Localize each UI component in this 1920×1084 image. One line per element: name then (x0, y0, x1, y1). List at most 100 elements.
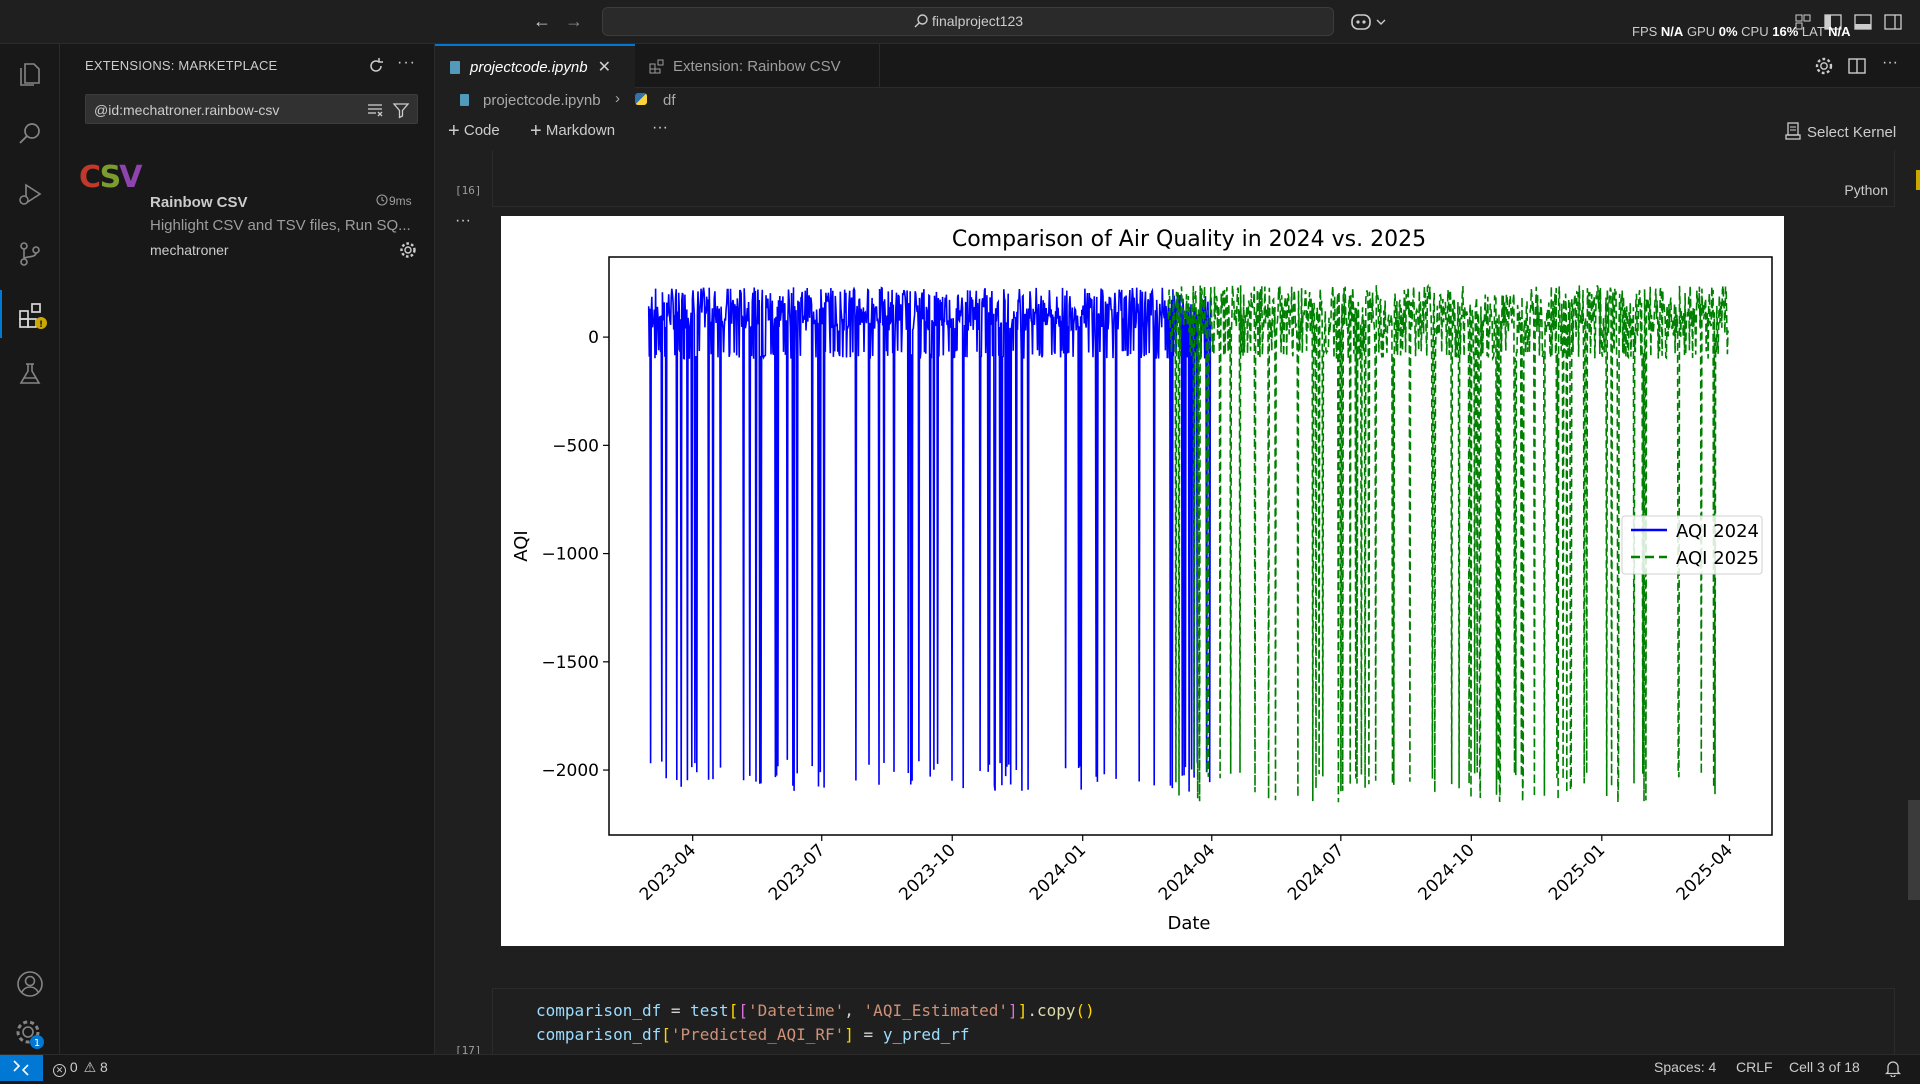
run-debug-icon[interactable] (0, 170, 60, 218)
code-cell-17[interactable]: comparison_df = test[['Datetime', 'AQI_E… (492, 988, 1895, 1054)
x-tick-label: 2023-10 (895, 840, 959, 904)
extensions-icon (649, 59, 664, 74)
x-tick-label: 2024-10 (1414, 840, 1478, 904)
tab-projectcode[interactable]: projectcode.ipynb ✕ (435, 44, 635, 88)
notifications-bell-icon[interactable] (1884, 1059, 1902, 1080)
x-tick-label: 2023-04 (636, 840, 700, 904)
series-line-0 (647, 286, 1212, 792)
sidebar-title: EXTENSIONS: MARKETPLACE (85, 58, 278, 73)
y-tick-label: −500 (552, 436, 599, 456)
select-kernel-button[interactable]: Select Kernel (1785, 122, 1896, 141)
notebook-settings-icon[interactable] (1814, 56, 1834, 79)
refresh-icon[interactable] (366, 56, 386, 76)
legend-label-2025: AQI 2025 (1676, 548, 1759, 569)
indentation-indicator[interactable]: Spaces: 4 (1654, 1059, 1717, 1075)
extensions-icon[interactable]: ! (0, 290, 60, 338)
svg-text:!: ! (39, 320, 43, 330)
output-more-icon[interactable]: ··· (455, 212, 471, 229)
accounts-icon[interactable] (0, 960, 60, 1008)
error-icon: ✕ (53, 1064, 66, 1077)
breadcrumb: projectcode.ipynb › df (435, 88, 1920, 114)
extension-description: Highlight CSV and TSV files, Run SQ... (150, 217, 411, 234)
chart-title: Comparison of Air Quality in 2024 vs. 20… (952, 227, 1426, 252)
split-editor-icon[interactable] (1847, 56, 1867, 79)
legend-label-2024: AQI 2024 (1676, 521, 1759, 542)
install-time: 9ms (375, 194, 412, 208)
breadcrumb-file[interactable]: projectcode.ipynb (483, 92, 601, 109)
search-icon[interactable] (0, 110, 60, 158)
code-cell-16[interactable]: Python (492, 150, 1895, 207)
title-bar: ← → finalproject123 FPS N/A GPU 0% CPU 1… (0, 0, 1920, 44)
manage-extension-gear-icon[interactable] (399, 241, 417, 262)
breadcrumb-symbol[interactable]: df (663, 92, 676, 109)
add-code-cell-button[interactable]: + Code (448, 120, 500, 142)
source-control-icon[interactable] (0, 230, 60, 278)
y-tick-label: −2000 (541, 761, 599, 781)
command-center-search[interactable]: finalproject123 (602, 7, 1334, 36)
workspace-name: finalproject123 (931, 13, 1024, 29)
tab-label: Extension: Rainbow CSV (673, 57, 841, 75)
problems-indicator[interactable]: ✕ 0 ⚠ 8 (53, 1059, 108, 1077)
python-icon (635, 93, 647, 105)
kernel-icon (1785, 122, 1801, 140)
notebook-file-icon (450, 60, 460, 74)
add-markdown-cell-button[interactable]: + Markdown (530, 120, 616, 142)
manage-gear-icon[interactable]: 1 (0, 1010, 60, 1058)
plus-icon: + (448, 120, 460, 142)
notebook-cells: Python [16] ··· Comparison of Air Qualit… (435, 150, 1920, 1057)
back-arrow-icon[interactable]: ← (533, 11, 551, 31)
x-tick-label: 2025-01 (1545, 840, 1609, 904)
extension-publisher: mechatroner (150, 242, 229, 258)
toggle-sidebar-icon (1824, 14, 1842, 30)
activity-bar: ! 1 (0, 44, 60, 1054)
manage-badge-count: 1 (34, 1038, 40, 1049)
copilot-icon[interactable] (1350, 11, 1390, 33)
clear-filter-icon[interactable] (366, 101, 384, 122)
code-editor[interactable]: comparison_df = test[['Datetime', 'AQI_E… (536, 999, 1095, 1047)
toggle-secondary-sidebar-icon (1884, 14, 1902, 30)
plus-icon: + (530, 120, 542, 142)
extensions-sidebar: EXTENSIONS: MARKETPLACE ··· @id:mechatro… (60, 44, 435, 1054)
toolbar-more-icon[interactable]: ··· (652, 119, 668, 136)
extension-search-input[interactable]: @id:mechatroner.rainbow-csv (85, 94, 418, 124)
explorer-icon[interactable] (0, 50, 60, 98)
search-icon (914, 14, 928, 28)
extension-name: Rainbow CSV (150, 194, 248, 211)
editor-area: projectcode.ipynb ✕ Extension: Rainbow C… (435, 44, 1920, 1057)
rainbow-csv-logo: CSV (79, 160, 142, 195)
more-actions-icon[interactable]: ··· (397, 54, 416, 71)
close-icon[interactable]: ✕ (597, 59, 611, 76)
vertical-scrollbar[interactable] (1908, 800, 1920, 900)
overview-ruler-marker (1916, 170, 1920, 190)
testing-icon[interactable] (0, 350, 60, 398)
series-line-1 (1167, 283, 1729, 803)
status-bar: ✕ 0 ⚠ 8 Spaces: 4 CRLF Cell 3 of 18 (0, 1054, 1920, 1081)
eol-indicator[interactable]: CRLF (1736, 1059, 1773, 1075)
editor-more-actions-icon[interactable]: ··· (1882, 54, 1898, 71)
y-axis-label: AQI (511, 530, 532, 561)
execution-count: [16] (455, 184, 482, 197)
warning-count: 8 (100, 1059, 108, 1075)
x-tick-label: 2025-04 (1673, 840, 1737, 904)
cell-output-figure: Comparison of Air Quality in 2024 vs. 20… (501, 216, 1784, 946)
cell-language[interactable]: Python (1844, 182, 1888, 198)
y-tick-label: −1500 (541, 653, 599, 673)
remote-icon (13, 1060, 29, 1076)
notebook-file-icon (460, 94, 469, 106)
tab-label: projectcode.ipynb (470, 58, 588, 76)
x-tick-label: 2024-07 (1284, 840, 1348, 904)
code-line: comparison_df = test[['Datetime', 'AQI_E… (536, 1001, 1095, 1020)
error-count: 0 (69, 1059, 78, 1075)
remote-indicator[interactable] (0, 1055, 43, 1081)
y-tick-label: −1000 (541, 545, 599, 565)
warning-icon: ⚠ (83, 1059, 97, 1075)
tab-extension-rainbow-csv[interactable]: Extension: Rainbow CSV (635, 44, 880, 88)
code-line: comparison_df['Predicted_AQI_RF'] = y_pr… (536, 1025, 970, 1044)
forward-arrow-icon[interactable]: → (565, 11, 583, 31)
plot-frame (608, 256, 1773, 836)
cell-indicator[interactable]: Cell 3 of 18 (1789, 1059, 1860, 1075)
aqi-comparison-chart: Comparison of Air Quality in 2024 vs. 20… (511, 227, 1773, 934)
layout-controls (1793, 12, 1918, 32)
extension-list-item[interactable]: CSV Rainbow CSV 9ms Highlight CSV and TS… (60, 144, 435, 258)
filter-icon[interactable] (392, 101, 410, 122)
